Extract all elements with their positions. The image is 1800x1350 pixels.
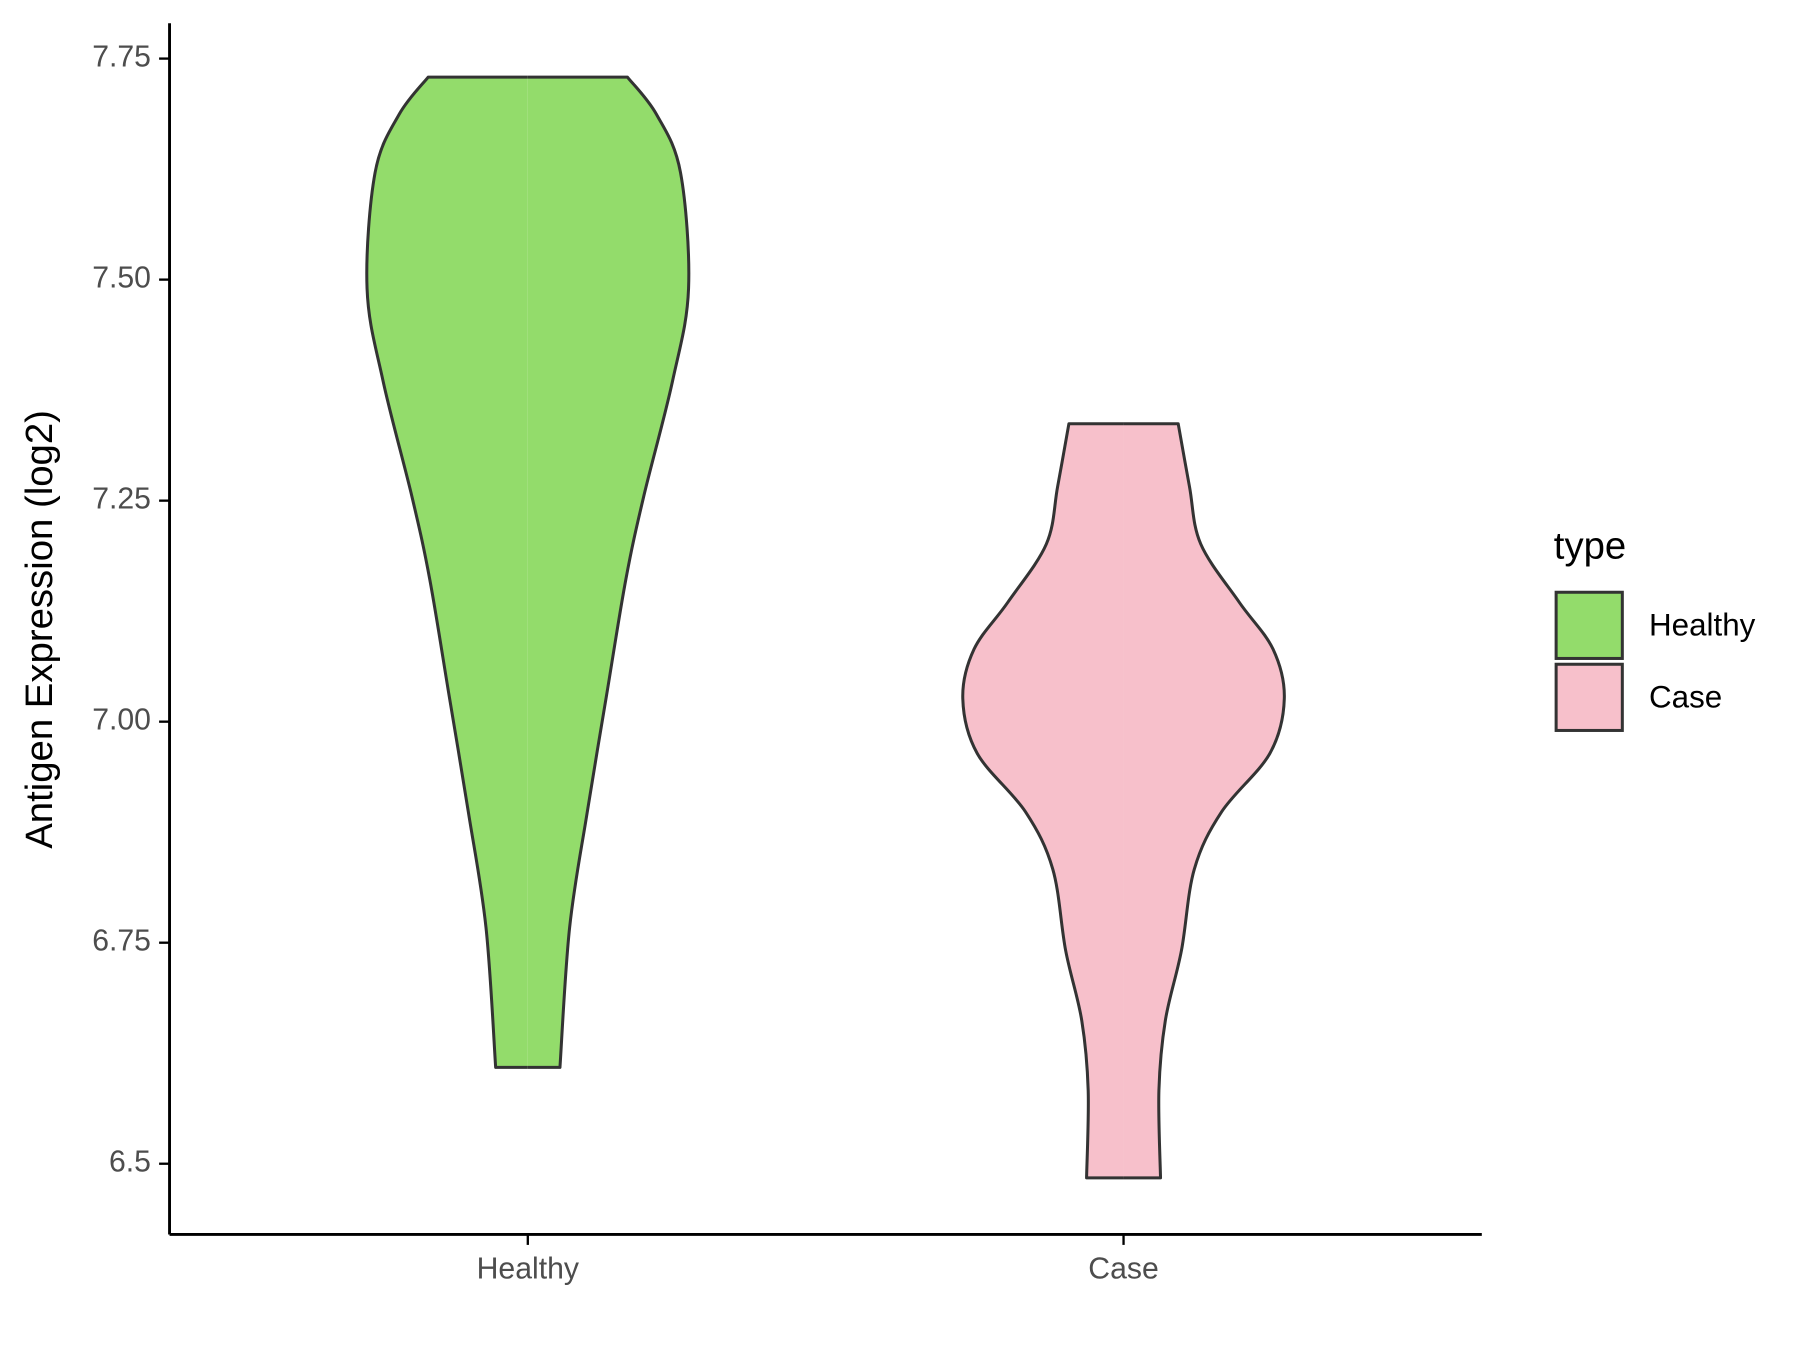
legend-key: [1554, 662, 1624, 732]
y-tick-label: 6.5: [109, 1146, 151, 1179]
x-tick-label: Healthy: [477, 1252, 580, 1285]
violin-half-fill: [962, 423, 1124, 1178]
violin-half: [527, 75, 691, 1069]
violin-half: [365, 75, 528, 1069]
y-tick-label: 7.25: [92, 483, 151, 516]
y-tick-label: 6.75: [92, 925, 151, 958]
violin-half-fill: [366, 77, 528, 1068]
violin-half-fill: [1123, 423, 1285, 1178]
y-axis-label: Antigen Expression (log2): [18, 410, 61, 849]
y-tick-label: 7.50: [92, 262, 151, 295]
violin-half-fill: [527, 77, 689, 1068]
y-tick-label: 7.00: [92, 704, 151, 737]
legend-label: Case: [1649, 679, 1722, 714]
legend-label: Healthy: [1649, 607, 1756, 642]
legend-key: [1554, 590, 1624, 660]
violin-half: [1123, 422, 1286, 1180]
violin-half: [961, 422, 1124, 1180]
legend-title: type: [1554, 524, 1626, 567]
y-tick-label: 7.75: [92, 41, 151, 74]
x-tick-label: Case: [1088, 1252, 1158, 1285]
